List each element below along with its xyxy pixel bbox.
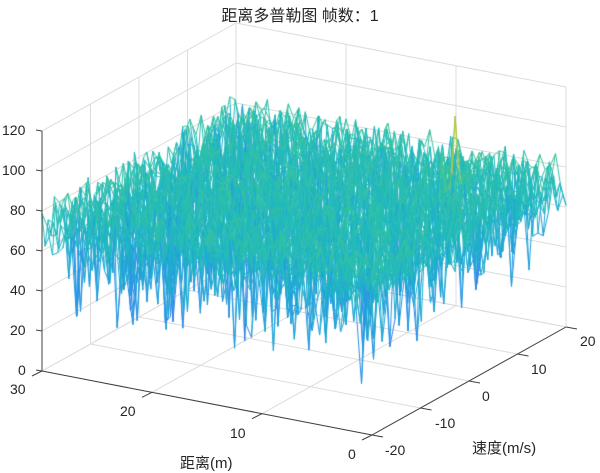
- z-tick-mark: [35, 249, 43, 252]
- z-tick-mark: [35, 209, 43, 212]
- velocity-tick-mark: [468, 380, 481, 384]
- z-tick-mark: [35, 369, 43, 372]
- z-tick-mark: [35, 329, 43, 332]
- range-tick-mark: [361, 434, 373, 441]
- range-axis-line: [41, 370, 373, 436]
- z-tick-0: 0: [18, 362, 26, 378]
- velocity-tick-mark: [565, 326, 578, 330]
- velocity-tick--20: -20: [385, 442, 406, 458]
- z-tick-20: 20: [10, 322, 26, 338]
- velocity-tick-0: 0: [482, 388, 490, 404]
- z-tick-120: 120: [2, 122, 26, 138]
- velocity-tick-mark: [517, 353, 529, 357]
- range-tick-0: 0: [348, 446, 356, 462]
- velocity-tick-10: 10: [531, 361, 547, 377]
- z-tick-mark: [35, 289, 43, 292]
- velocity-tick--10: -10: [435, 415, 456, 431]
- range-tick-30: 30: [10, 381, 26, 397]
- velocity-axis-label: 速度(m/s): [472, 440, 537, 457]
- range-tick-10: 10: [230, 425, 246, 441]
- range-tick-mark: [141, 391, 153, 398]
- z-tick-100: 100: [2, 162, 26, 178]
- z-tick-60: 60: [10, 242, 26, 258]
- range-axis-label: 距离(m): [180, 455, 233, 472]
- range-tick-20: 20: [120, 403, 136, 419]
- z-tick-80: 80: [10, 202, 26, 218]
- range-tick-mark: [251, 413, 263, 420]
- z-tick-40: 40: [10, 282, 26, 298]
- z-tick-mark: [35, 129, 43, 132]
- velocity-tick-mark: [420, 407, 432, 411]
- velocity-tick-mark: [371, 434, 384, 438]
- velocity-tick-20: 20: [580, 333, 596, 349]
- z-tick-mark: [35, 169, 43, 172]
- range-tick-mark: [31, 370, 43, 377]
